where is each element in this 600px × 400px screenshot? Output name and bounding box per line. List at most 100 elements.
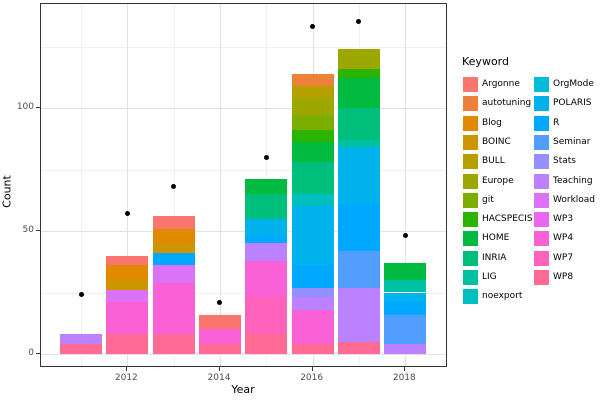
gridline-x2018 xyxy=(405,4,407,366)
bar-segment-wp8-2014 xyxy=(198,344,241,354)
legend-label-teaching: Teaching xyxy=(553,175,593,186)
bar-segment-wp7-2015 xyxy=(245,297,288,335)
legend-label-git: git xyxy=(482,194,494,205)
legend-label-europe: Europe xyxy=(482,175,514,186)
bar-segment-wp8-2017 xyxy=(337,341,380,354)
legend-label-seminar: Seminar xyxy=(553,136,591,147)
legend-key-blog xyxy=(463,115,478,131)
gridline-minor-y75 xyxy=(41,169,446,171)
gridline-minor-y125 xyxy=(41,46,446,48)
data-point-2014 xyxy=(217,299,223,305)
bar-segment-home-2015 xyxy=(245,179,288,195)
x-tick-label-2016: 2016 xyxy=(300,373,324,383)
gridline-major-y100 xyxy=(41,108,446,109)
x-tick-label-2012: 2012 xyxy=(114,373,138,383)
bar-segment-wp4-2014 xyxy=(198,329,241,345)
bar-segment-teaching-2015 xyxy=(245,243,288,261)
bar-segment-seminar-2017 xyxy=(337,250,380,288)
data-point-2018 xyxy=(402,233,408,239)
legend-key-orgmode xyxy=(534,77,549,92)
legend-label-wp8: WP8 xyxy=(553,272,574,282)
bar-segment-polaris-2018 xyxy=(384,292,427,303)
bar-segment-teaching-2016 xyxy=(291,297,334,310)
legend-key-autotuning xyxy=(463,96,478,112)
data-point-2011 xyxy=(78,292,84,298)
legend-key-wp7 xyxy=(534,250,549,266)
bar-segment-r-2013 xyxy=(152,253,195,266)
legend-label-bull: BULL xyxy=(482,156,505,167)
bar-segment-git-2016 xyxy=(291,115,334,131)
legend-key-boinc xyxy=(463,134,478,150)
legend-key-bull xyxy=(463,154,478,170)
legend-key-home xyxy=(463,231,478,247)
gridline-x2012 xyxy=(127,4,129,366)
bar-segment-autotuning-2016 xyxy=(291,73,334,86)
legend-key-wp3 xyxy=(534,212,549,228)
bar-segment-workload-2013 xyxy=(152,265,195,283)
x-tick-label-2018: 2018 xyxy=(392,373,416,383)
legend-label-lig: LIG xyxy=(482,272,497,282)
legend-key-polaris xyxy=(534,96,549,112)
gridline-x2014 xyxy=(219,4,221,366)
y-tick-0 xyxy=(36,353,40,354)
bar-segment-blog-2013 xyxy=(152,228,195,244)
gridline-major-y0 xyxy=(41,354,446,355)
gridline-x2011 xyxy=(81,4,82,366)
legend-label-home: HOME xyxy=(482,233,510,244)
bar-segment-argonne-2012 xyxy=(106,255,149,266)
bar-segment-argonne-2013 xyxy=(152,216,195,229)
bar-segment-lig-2018 xyxy=(384,280,427,293)
legend-label-wp4: WP4 xyxy=(553,233,574,244)
legend-label-hacspecis: HACSPECIS xyxy=(482,214,533,225)
legend-key-inria xyxy=(463,250,478,266)
data-point-2017 xyxy=(356,19,362,25)
bar-segment-inria-2017 xyxy=(337,108,380,140)
y-tick-50 xyxy=(36,230,40,231)
y-tick-label-100: 100 xyxy=(16,102,34,112)
bar-segment-home-2017 xyxy=(337,78,380,108)
bar-segment-workload-2012 xyxy=(106,290,149,303)
legend-label-workload: Workload xyxy=(553,194,596,205)
x-tick-2016 xyxy=(311,367,313,371)
bar-segment-home-2016 xyxy=(291,142,334,163)
bar-segment-teaching-2018 xyxy=(384,344,427,354)
bar-segment-home-2018 xyxy=(384,262,427,281)
bar-segment-polaris-2017 xyxy=(337,147,380,204)
legend-key-teaching xyxy=(534,173,549,189)
bar-segment-wp4-2013 xyxy=(152,282,195,335)
bar-segment-argonne-2014 xyxy=(198,314,241,330)
legend-key-lig xyxy=(463,270,478,285)
data-point-2015 xyxy=(263,154,269,160)
x-axis-title: Year xyxy=(231,383,255,396)
bar-segment-europe-2016 xyxy=(291,98,334,116)
bar-segment-polaris-2015 xyxy=(245,218,288,236)
bar-segment-stats-2016 xyxy=(291,287,334,298)
legend-label-polaris: POLARIS xyxy=(553,98,592,109)
bar-segment-r-2016 xyxy=(291,265,334,288)
bar-segment-wp8-2013 xyxy=(152,334,195,354)
plot-panel xyxy=(40,3,447,367)
bar-segment-hacspecis-2016 xyxy=(291,130,334,143)
legend-label-boinc: BOINC xyxy=(482,136,511,147)
bar-segment-boinc-2012 xyxy=(106,280,149,291)
legend-key-wp4 xyxy=(534,231,549,247)
bar-segment-wp8-2016 xyxy=(291,344,334,354)
legend-key-r xyxy=(534,115,549,131)
legend-key-seminar xyxy=(534,134,549,150)
legend-key-wp8 xyxy=(534,270,549,285)
legend-label-wp7: WP7 xyxy=(553,252,574,263)
bar-segment-r-2018 xyxy=(384,302,427,315)
legend-label-r: R xyxy=(553,117,560,128)
legend-label-inria: INRIA xyxy=(482,252,507,263)
legend-key-stats xyxy=(534,154,549,170)
legend-key-git xyxy=(463,192,478,208)
legend-key-noexport xyxy=(463,289,478,305)
x-tick-2012 xyxy=(126,367,128,371)
y-tick-100 xyxy=(36,107,40,108)
x-tick-label-2014: 2014 xyxy=(207,373,231,383)
bar-segment-boinc-2013 xyxy=(152,243,195,254)
legend-label-argonne: Argonne xyxy=(482,79,520,89)
legend-title: Keyword xyxy=(462,55,509,68)
legend-key-hacspecis xyxy=(463,212,478,228)
